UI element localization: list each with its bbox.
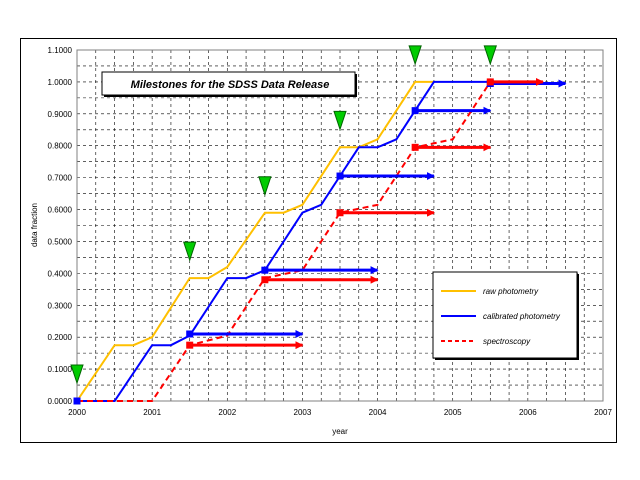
y-tick-label: 0.6000 [48,206,73,215]
x-tick-label: 2006 [519,408,537,417]
series-lines [76,80,492,402]
y-tick-label: 1.1000 [48,46,73,55]
series-line-calibrated-photometry [77,80,491,402]
legend-label: spectroscopy [483,337,531,346]
chart-title: Milestones for the SDSS Data Release [131,79,330,91]
x-tick-label: 2001 [143,408,161,417]
chart-title-box: Milestones for the SDSS Data Release [101,71,357,97]
x-axis-label: year [332,427,348,436]
x-tick-label: 2000 [68,408,86,417]
x-tick-label: 2002 [218,408,236,417]
milestone-flag-icon [408,45,422,66]
y-tick-label: 0.0000 [48,397,73,406]
y-tick-label: 0.9000 [48,110,73,119]
milestone-marker [336,172,344,180]
milestone-flag-icon [333,110,347,131]
milestone-marker [261,276,269,284]
y-tick-label: 0.8000 [48,142,73,151]
y-axis-label: data fraction [30,203,39,247]
x-tick-label: 2007 [594,408,612,417]
y-tick-label: 1.0000 [48,78,73,87]
milestone-marker [261,266,269,274]
x-tick-label: 2003 [294,408,312,417]
legend-label: raw photometry [483,287,539,296]
milestone-marker [411,143,419,151]
series-line-raw-photometry [76,80,434,402]
milestone-marker [336,209,344,217]
milestone-flag-icon [258,176,272,197]
milestone-flag-icon [183,241,197,262]
y-tick-label: 0.5000 [48,237,73,246]
legend-label: calibrated photometry [483,312,561,321]
milestone-flag-icon [483,45,497,66]
milestone-marker [186,341,194,349]
milestone-flag-icon [70,364,84,385]
x-tick-label: 2005 [444,408,462,417]
plot-area-border [76,49,604,402]
chart-frame [20,38,617,443]
axis-ticks: 0.0000 0.1000 0.2000 0.3000 0.4000 0.5000 0.60… [48,46,613,417]
y-tick-label: 0.3000 [48,301,73,310]
milestone-arrows [73,77,567,405]
legend: raw photometry calibrated photometry spect… [432,271,579,360]
milestone-marker [486,78,494,86]
milestone-marker [411,107,419,115]
milestone-flags [70,45,497,385]
x-tick-label: 2004 [369,408,387,417]
milestone-marker [186,330,194,338]
y-tick-label: 0.7000 [48,174,73,183]
y-tick-label: 0.2000 [48,333,73,342]
milestone-marker [73,397,81,405]
y-tick-label: 0.4000 [48,269,73,278]
y-tick-label: 0.1000 [48,365,73,374]
